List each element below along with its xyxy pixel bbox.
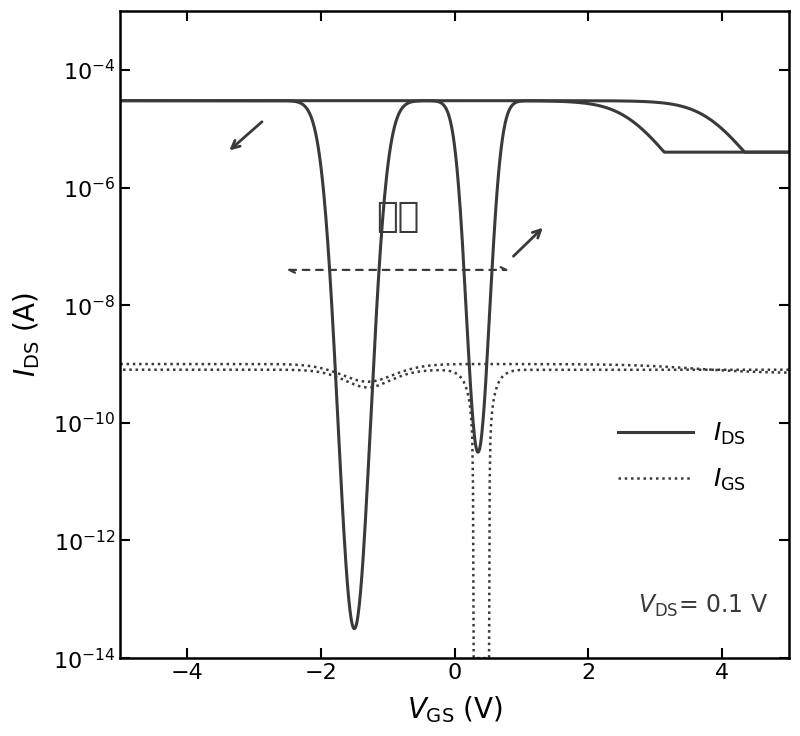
Text: 窗口: 窗口 [376, 200, 419, 234]
Text: $\mathit{V}_{\mathrm{DS}}$= 0.1 V: $\mathit{V}_{\mathrm{DS}}$= 0.1 V [638, 593, 769, 619]
Y-axis label: $\mathit{I}_{\mathrm{DS}}$ (A): $\mathit{I}_{\mathrm{DS}}$ (A) [11, 292, 42, 378]
X-axis label: $\mathit{V}_{\mathrm{GS}}$ (V): $\mathit{V}_{\mathrm{GS}}$ (V) [406, 694, 502, 725]
Legend: $\mathit{I}_{\mathrm{DS}}$, $\mathit{I}_{\mathrm{GS}}$: $\mathit{I}_{\mathrm{DS}}$, $\mathit{I}_… [608, 411, 756, 503]
